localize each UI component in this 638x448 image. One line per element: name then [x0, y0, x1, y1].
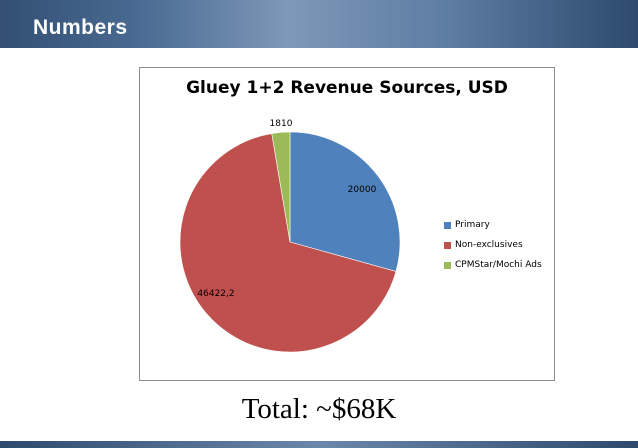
pie-slice-primary [289, 131, 401, 272]
legend-swatch [444, 241, 451, 249]
chart-legend: Primary Non-exclusives CPMStar/Mochi Ads [444, 215, 542, 275]
legend-item: CPMStar/Mochi Ads [444, 255, 542, 275]
pie-data-labels: 20000 46422,2 1810 [197, 119, 376, 299]
legend-item: Primary [444, 215, 542, 235]
pie-slice-cpmstar-mochi-ads [271, 131, 291, 243]
pie-slice-non-exclusives [179, 133, 397, 353]
legend-label: Non-exclusives [455, 240, 523, 250]
pie-data-label: 1810 [270, 119, 293, 129]
pie-data-label: 46422,2 [197, 289, 234, 299]
legend-label: Primary [455, 220, 490, 230]
legend-label: CPMStar/Mochi Ads [455, 260, 542, 270]
total-revenue-text: Total: ~$68K [241, 393, 397, 425]
slide-title: Numbers [33, 16, 128, 39]
legend-item: Non-exclusives [444, 235, 542, 255]
slide-bottom-bar [0, 441, 638, 448]
legend-swatch [444, 261, 451, 269]
pie-data-label: 20000 [348, 185, 377, 195]
pie-slices [179, 131, 401, 353]
legend-swatch [444, 221, 451, 229]
chart-title: Gluey 1+2 Revenue Sources, USD [186, 78, 508, 98]
slide-header-bar [0, 0, 638, 48]
